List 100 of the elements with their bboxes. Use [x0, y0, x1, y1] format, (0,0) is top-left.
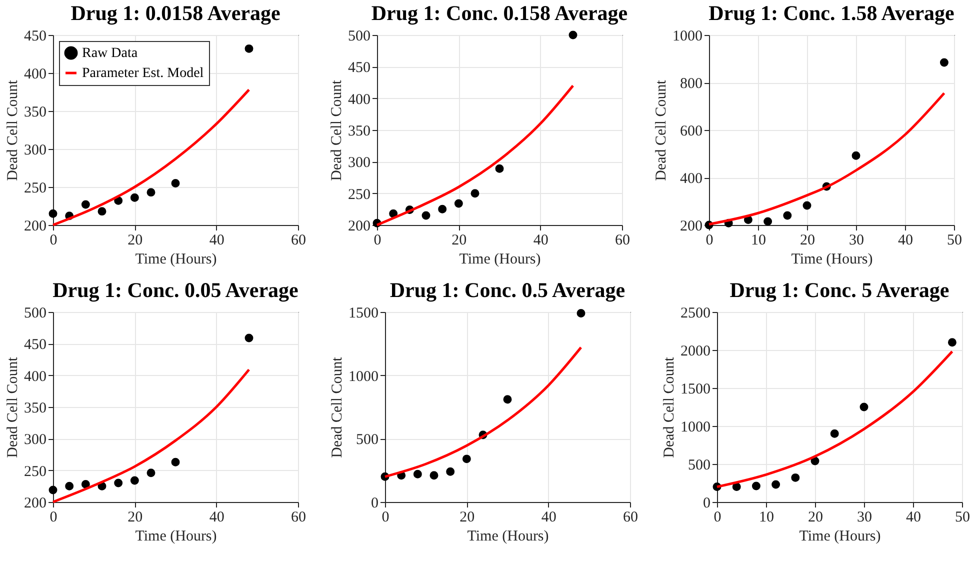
- y-tick-label: 1000: [348, 368, 378, 385]
- x-tick-label: 30: [857, 510, 872, 526]
- x-axis-title: Time (Hours): [799, 528, 881, 544]
- y-tick-label: 800: [680, 76, 702, 92]
- point: [413, 470, 422, 478]
- chart-title: Drug 1: Conc. 0.5 Average: [390, 278, 626, 302]
- point: [430, 471, 438, 480]
- y-tick-label: 1000: [672, 28, 702, 44]
- y-tick-label: 400: [24, 368, 46, 385]
- y-tick-label: 200: [680, 218, 702, 234]
- chart-title: Drug 1: Conc. 5 Average: [730, 278, 950, 302]
- point: [732, 482, 741, 492]
- x-axis-title: Time (Hours): [791, 252, 873, 268]
- point: [860, 402, 868, 412]
- x-tick-label: 40: [541, 510, 556, 526]
- y-tick-label: 350: [24, 400, 46, 416]
- chart-title: Drug 1: 0.0158 Average: [70, 1, 280, 25]
- point: [752, 482, 760, 490]
- point: [772, 480, 780, 489]
- x-tick-label: 60: [291, 510, 306, 526]
- x-tick-label: 40: [533, 232, 548, 248]
- x-tick-label: 40: [209, 510, 224, 526]
- x-axis-title: Time (Hours): [459, 252, 541, 268]
- y-tick-label: 300: [348, 155, 370, 172]
- y-tick-label: 2500: [680, 306, 710, 322]
- point: [940, 58, 948, 67]
- point: [830, 429, 839, 438]
- point: [114, 196, 123, 205]
- point: [438, 204, 447, 214]
- y-tick-label: 300: [24, 142, 46, 158]
- x-tick-label: 60: [623, 510, 638, 526]
- chart-title: Drug 1: Conc. 0.158 Average: [371, 0, 628, 25]
- point: [791, 473, 800, 482]
- point: [65, 482, 74, 490]
- point: [948, 338, 956, 347]
- x-tick-label: 0: [382, 510, 390, 526]
- x-tick-label: 0: [714, 510, 722, 526]
- x-tick-label: 20: [128, 232, 143, 248]
- y-tick-label: 350: [348, 124, 370, 140]
- x-tick-label: 50: [955, 510, 970, 526]
- y-tick-label: 400: [680, 171, 702, 187]
- x-tick-label: 20: [800, 232, 815, 248]
- y-tick-label: 250: [24, 180, 46, 196]
- y-tick-label: 500: [24, 306, 46, 322]
- y-axis-title: Dead Cell Count: [5, 356, 21, 458]
- y-tick-label: 250: [24, 464, 46, 480]
- line-series: [52, 368, 250, 504]
- line-series: [52, 88, 250, 226]
- y-tick-label: 450: [348, 60, 370, 76]
- point: [764, 217, 772, 226]
- point: [130, 193, 139, 202]
- y-tick-label: 500: [356, 432, 378, 448]
- y-tick-label: 1000: [680, 420, 710, 436]
- point: [81, 200, 90, 209]
- y-tick-label: 350: [24, 104, 46, 120]
- point: [470, 189, 480, 198]
- x-tick-label: 0: [50, 232, 58, 248]
- point: [146, 188, 156, 197]
- legend-label: Raw Data: [82, 46, 138, 61]
- y-axis-title: Dead Cell Count: [5, 79, 21, 181]
- x-tick-label: 20: [452, 232, 467, 248]
- y-tick-label: 400: [24, 66, 46, 82]
- point: [389, 209, 398, 218]
- y-axis-title: Dead Cell Count: [662, 356, 678, 458]
- x-tick-label: 40: [906, 510, 921, 526]
- chart-title: Drug 1: Conc. 0.05 Average: [52, 278, 298, 302]
- y-tick-label: 0: [371, 496, 378, 512]
- x-tick-label: 30: [849, 232, 864, 248]
- x-axis-title: Time (Hours): [135, 528, 217, 544]
- point: [802, 201, 812, 210]
- point: [48, 486, 58, 494]
- y-tick-label: 200: [24, 496, 46, 512]
- point: [422, 211, 430, 220]
- y-axis-title: Dead Cell Count: [654, 79, 670, 181]
- y-tick-label: 400: [348, 92, 370, 108]
- x-axis-title: Time (Hours): [467, 528, 549, 544]
- point: [783, 211, 792, 220]
- point: [130, 476, 139, 485]
- y-tick-label: 250: [348, 186, 370, 203]
- y-tick-label: 500: [348, 28, 370, 44]
- x-tick-label: 20: [128, 510, 143, 526]
- y-tick-label: 450: [24, 337, 46, 354]
- y-axis-title: Dead Cell Count: [330, 356, 346, 458]
- y-tick-label: 600: [680, 124, 702, 140]
- point: [454, 199, 463, 208]
- point: [495, 164, 504, 173]
- x-tick-label: 10: [751, 232, 766, 248]
- point: [114, 478, 123, 488]
- y-tick-label: 1500: [348, 306, 378, 322]
- y-tick-label: 200: [24, 218, 46, 234]
- point: [576, 309, 586, 318]
- y-tick-label: 1500: [680, 382, 710, 398]
- x-tick-label: 60: [291, 232, 306, 248]
- point: [852, 151, 860, 160]
- y-tick-label: 500: [688, 458, 710, 474]
- y-tick-label: 450: [24, 28, 46, 44]
- point: [146, 468, 156, 478]
- x-axis-title: Time (Hours): [135, 252, 217, 268]
- x-tick-label: 40: [898, 232, 913, 248]
- y-axis-title: Dead Cell Count: [329, 79, 345, 181]
